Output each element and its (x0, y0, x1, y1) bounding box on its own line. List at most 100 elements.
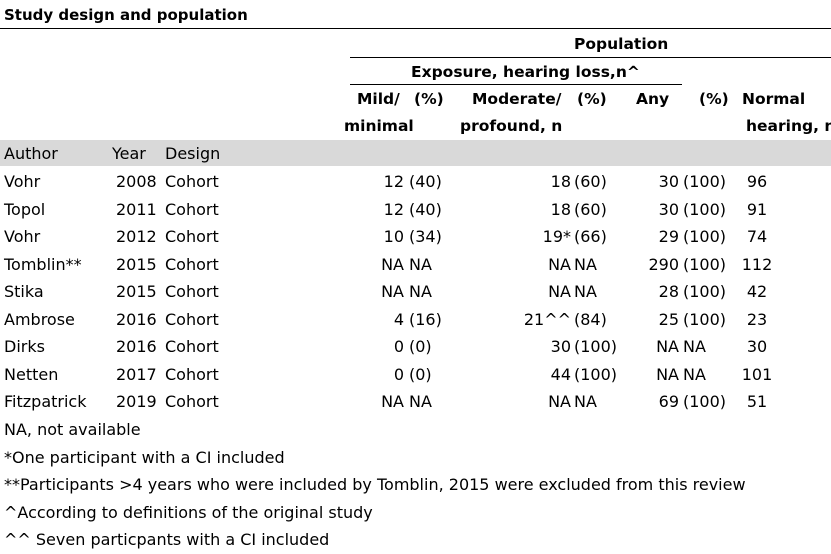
cell-author: Netten (4, 364, 59, 384)
exposure-rule (350, 84, 682, 85)
cell-mild-n: 0 (393, 364, 404, 384)
cell-mod-pct: (100) (574, 337, 618, 356)
cell-normal: 74 (746, 227, 768, 246)
cell-mild-n: 10 (383, 227, 404, 246)
table-row: Stika 2015 Cohort NA NA NA NA 28 (100) 42 (0, 282, 831, 309)
cell-author: Dirks (4, 337, 45, 356)
cell-mild-n: 4 (393, 309, 404, 329)
cell-mild-n: 12 (383, 172, 404, 191)
cell-any-pct: (100) (683, 199, 727, 219)
cell-year: 2015 (116, 254, 157, 274)
footnote: **Participants >4 years who were include… (4, 475, 746, 494)
table-row: Vohr 2008 Cohort 12 (40) 18 (60) 30 (100) 96 (0, 172, 831, 199)
cell-any-n: 25 (658, 309, 679, 329)
cell-mod-n: NA (548, 392, 571, 411)
cell-design: Cohort (165, 254, 219, 274)
cell-any-pct: (100) (683, 282, 727, 301)
cell-any-pct: NA (683, 337, 706, 356)
header-mild-line1: Mild/ (357, 90, 400, 108)
cell-mod-pct: NA (574, 282, 597, 301)
cell-mild-pct: NA (409, 254, 432, 274)
cell-year: 2015 (116, 282, 157, 301)
cell-normal: 112 (741, 254, 773, 274)
cell-any-n: 29 (658, 227, 679, 246)
cell-mild-pct: (16) (409, 309, 442, 329)
cell-mod-n: NA (548, 254, 571, 274)
footnote: NA, not available (4, 420, 141, 439)
cell-year: 2017 (116, 364, 157, 384)
cell-design: Cohort (165, 337, 219, 356)
cell-any-pct: (100) (683, 227, 727, 246)
cell-mod-pct: (60) (574, 199, 607, 219)
cell-normal: 91 (746, 199, 768, 219)
cell-mod-pct: (66) (574, 227, 607, 246)
cell-mod-pct: (100) (574, 364, 618, 384)
cell-mod-pct: NA (574, 392, 597, 411)
cell-design: Cohort (165, 364, 219, 384)
cell-author: Vohr (4, 172, 41, 191)
cell-mild-pct: (0) (409, 337, 432, 356)
cell-any-n: NA (656, 364, 679, 384)
cell-year: 2016 (116, 337, 157, 356)
cell-year: 2008 (116, 172, 157, 191)
cell-mod-pct: NA (574, 254, 597, 274)
cell-mod-n: 18 (550, 199, 571, 219)
cell-normal: 30 (746, 337, 768, 356)
cell-any-pct: (100) (683, 254, 727, 274)
cell-year: 2016 (116, 309, 157, 329)
column-design: Design (165, 144, 221, 163)
cell-mild-n: 12 (383, 199, 404, 219)
table-row: Netten 2017 Cohort 0 (0) 44 (100) NA NA 101 (0, 365, 831, 392)
cell-mild-pct: (40) (409, 199, 442, 219)
cell-mod-n: 21^^ (523, 309, 571, 329)
cell-mod-pct: (84) (574, 309, 607, 329)
cell-mod-n: 30 (550, 337, 571, 356)
population-rule (350, 57, 831, 58)
table-row: Vohr 2012 Cohort 10 (34) 19* (66) 29 (100) 74 (0, 227, 831, 254)
cell-any-n: 69 (658, 392, 679, 411)
cell-design: Cohort (165, 172, 219, 191)
cell-year: 2019 (116, 392, 157, 411)
table-row: Topol 2011 Cohort 12 (40) 18 (60) 30 (100) 91 (0, 200, 831, 227)
cell-normal: 42 (746, 282, 768, 301)
cell-mod-n: NA (548, 282, 571, 301)
cell-mild-n: NA (381, 254, 404, 274)
cell-author: Tomblin** (4, 254, 82, 274)
table-title: Study design and population (4, 6, 248, 24)
cell-design: Cohort (165, 282, 219, 301)
cell-mild-pct: (0) (409, 364, 432, 384)
cell-mod-pct: (60) (574, 172, 607, 191)
cell-author: Vohr (4, 227, 41, 246)
cell-any-n: NA (656, 337, 679, 356)
cell-mild-n: 0 (393, 337, 404, 356)
cell-author: Stika (4, 282, 44, 301)
cell-design: Cohort (165, 227, 219, 246)
cell-any-n: 290 (648, 254, 679, 274)
footnote: ^^ Seven particpants with a CI included (4, 530, 330, 549)
cell-year: 2011 (116, 199, 157, 219)
cell-design: Cohort (165, 199, 219, 219)
title-rule (0, 28, 831, 29)
table-row: Ambrose 2016 Cohort 4 (16) 21^^ (84) 25 (100) 23 (0, 310, 831, 337)
cell-normal: 101 (741, 364, 773, 384)
cell-normal: 51 (746, 392, 768, 411)
cell-design: Cohort (165, 392, 219, 411)
cell-any-pct: (100) (683, 392, 727, 411)
column-author: Author (4, 144, 58, 163)
header-moderate-line2: profound, n (460, 117, 563, 135)
table-row: Fitzpatrick 2019 Cohort NA NA NA NA 69 (100) 51 (0, 392, 831, 419)
cell-mild-pct: NA (409, 282, 432, 301)
footnote: *One participant with a CI included (4, 447, 285, 467)
cell-year: 2012 (116, 227, 157, 246)
header-normal-line1: Normal (742, 90, 806, 108)
column-header-band (0, 140, 831, 166)
cell-normal: 23 (746, 309, 768, 329)
cell-any-n: 28 (658, 282, 679, 301)
cell-any-pct: (100) (683, 309, 727, 329)
cell-author: Topol (4, 199, 46, 219)
cell-any-pct: (100) (683, 172, 727, 191)
cell-mild-n: NA (381, 392, 404, 411)
cell-mod-n: 18 (550, 172, 571, 191)
header-mild-pct: (%) (414, 90, 444, 108)
column-year: Year (112, 144, 146, 163)
